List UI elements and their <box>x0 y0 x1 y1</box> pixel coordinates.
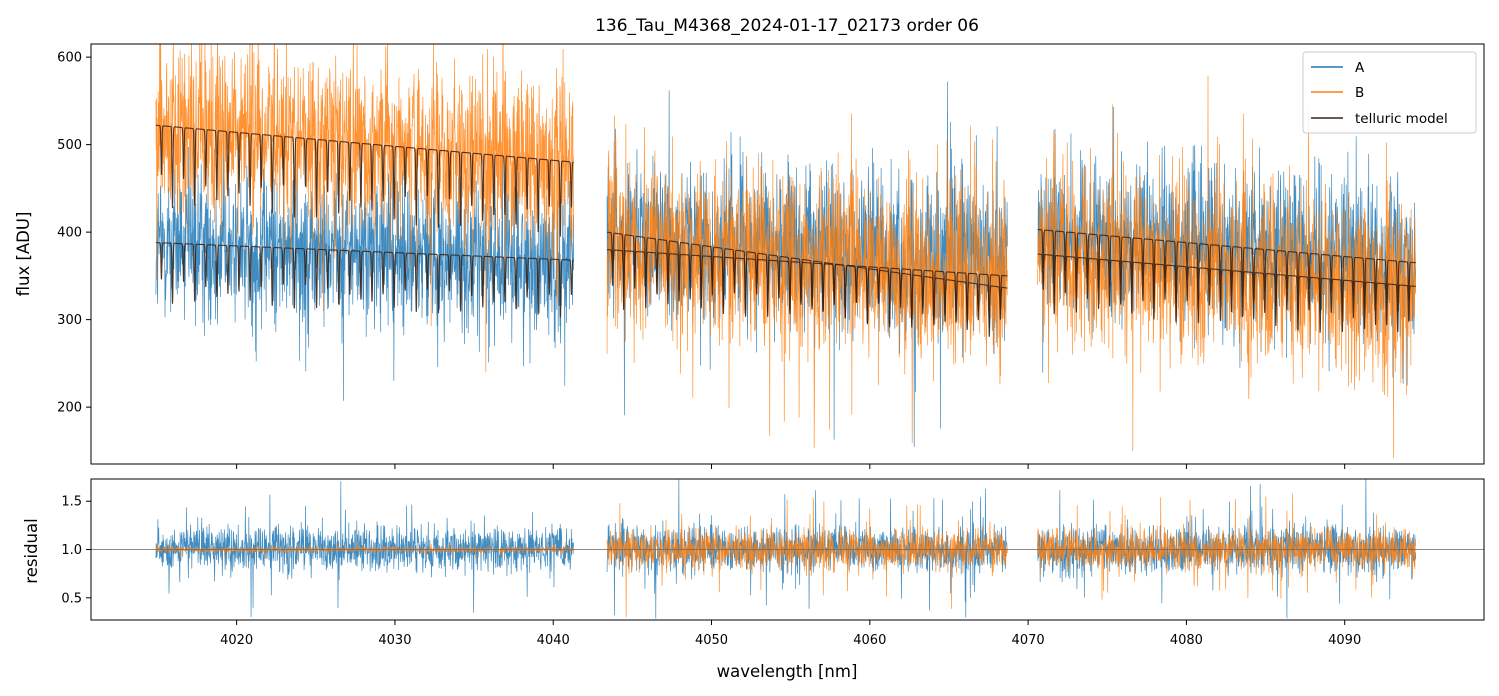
top-y-tick-label-200: 200 <box>57 401 82 416</box>
series-a-segment-3 <box>1037 106 1417 386</box>
bottom-y-tick-label-1: 1.0 <box>61 543 82 558</box>
bottom-x-tick-label-4050: 4050 <box>695 633 728 648</box>
bottom-x-tick-label-4070: 4070 <box>1012 633 1045 648</box>
bottom-x-tick-label-4090: 4090 <box>1328 633 1361 648</box>
legend: A B telluric model <box>1302 51 1477 134</box>
top-y-tick-label-300: 300 <box>57 313 82 328</box>
series-b-segment-1 <box>155 44 574 373</box>
top-x-axis <box>236 464 1346 469</box>
legend-label-b: B <box>1355 85 1364 101</box>
series-b-segment-2 <box>606 113 1008 448</box>
bottom-x-tick-label-4080: 4080 <box>1170 633 1203 648</box>
series-b-segment-3 <box>1037 76 1417 459</box>
top-y-axis-label: flux [ADU] <box>14 212 33 297</box>
top-y-tick-label-400: 400 <box>57 226 82 241</box>
legend-label-telluric: telluric model <box>1355 111 1448 127</box>
bottom-x-tick-label-4030: 4030 <box>378 633 411 648</box>
top-y-tick-label-500: 500 <box>57 138 82 153</box>
residual-b-segment-2 <box>606 497 1008 618</box>
series-a-segment-2 <box>606 81 1008 447</box>
legend-box <box>1302 51 1477 134</box>
bottom-panel: 0.51.01.5 4020 4030 4040 4050 4060 4070 4080 40… <box>22 478 1485 681</box>
telluric-model-line-2-segment-1 <box>155 124 574 237</box>
residual-a-segment-1 <box>155 481 574 618</box>
bottom-y-axis-label: residual <box>22 518 41 583</box>
telluric-model-line-1-segment-2 <box>606 231 1008 337</box>
telluric-model-line-2-segment-3 <box>1037 228 1416 314</box>
residual-b-segment-3 <box>1037 493 1417 600</box>
legend-label-a: A <box>1355 60 1365 76</box>
top-panel: 200 300 400 500 600 flux [ADU] <box>14 43 1485 469</box>
top-axes-frame <box>90 43 1485 465</box>
bottom-x-tick-label-4020: 4020 <box>220 633 253 648</box>
telluric-model-line-2-segment-2 <box>607 249 1008 328</box>
top-plot-area <box>155 44 1417 459</box>
bottom-y-tick-label-0: 0.5 <box>61 591 82 606</box>
x-axis-label: wavelength [nm] <box>717 662 858 681</box>
bottom-y-tick-label-2: 1.5 <box>61 495 82 510</box>
top-y-axis: 200 300 400 500 600 <box>57 51 91 416</box>
bottom-x-tick-label-4060: 4060 <box>853 633 886 648</box>
bottom-x-axis: 4020 4030 4040 4050 4060 4070 4080 4090 <box>220 620 1361 648</box>
telluric-model-line-1-segment-1 <box>155 242 574 318</box>
bottom-x-tick-label-4040: 4040 <box>537 633 570 648</box>
bottom-y-axis: 0.5 1.0 1.5 <box>61 495 91 606</box>
bottom-plot-area <box>91 479 1484 619</box>
chart-title: 136_Tau_M4368_2024-01-17_02173 order 06 <box>595 16 979 36</box>
top-y-tick-label-600: 600 <box>57 51 82 66</box>
